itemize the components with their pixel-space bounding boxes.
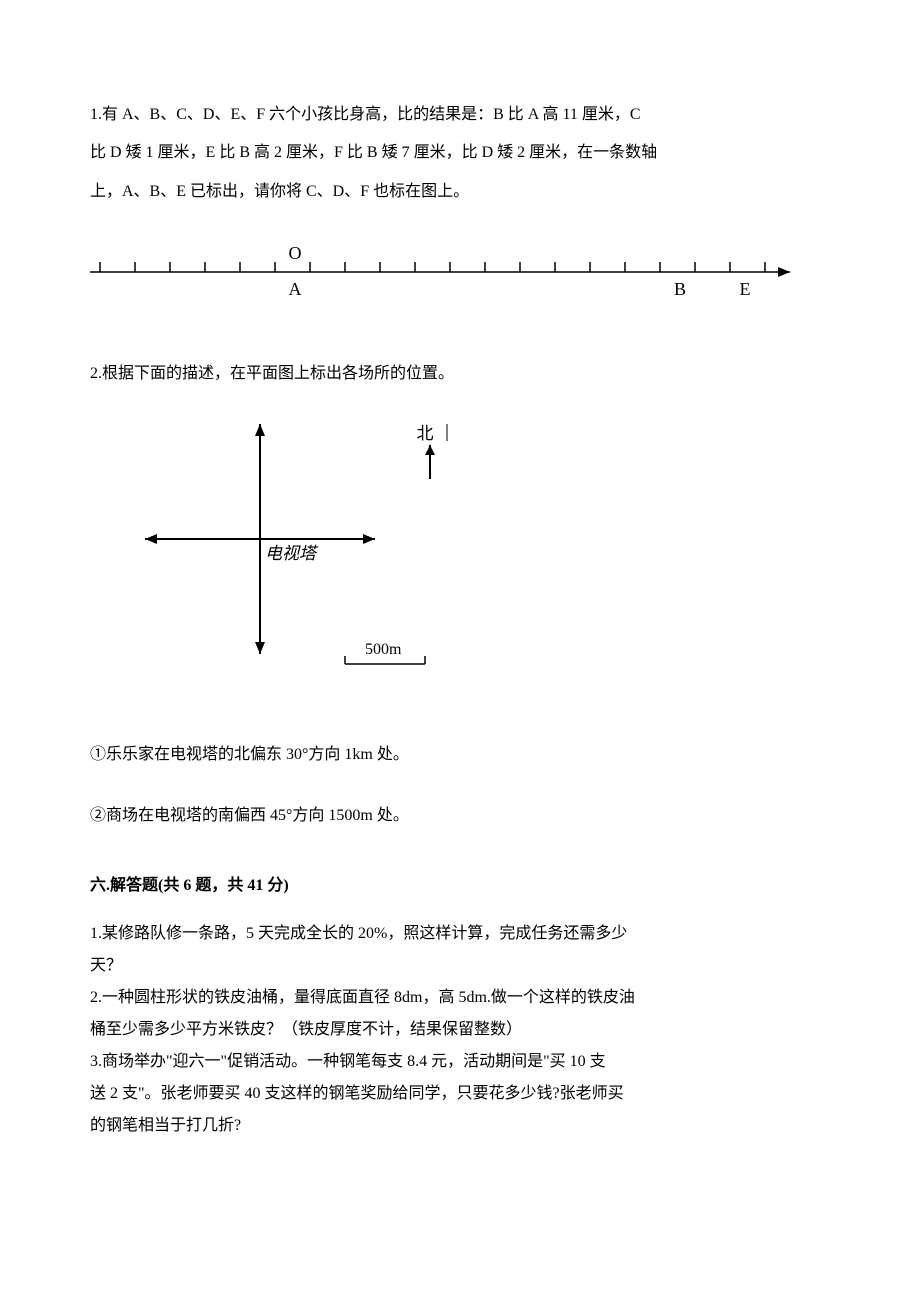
svg-text:电视塔: 电视塔 — [265, 544, 319, 563]
q2-intro: 2.根据下面的描述，在平面图上标出各场所的位置。 — [90, 359, 830, 389]
s6-q3-l1: 3.商场举办"迎六一"促销活动。一种钢笔每支 8.4 元，活动期间是"买 10 … — [90, 1048, 830, 1076]
s6-q2-l1: 2.一种圆柱形状的铁皮油桶，量得底面直径 8dm，高 5dm.做一个这样的铁皮油 — [90, 984, 830, 1012]
svg-text:O: O — [289, 243, 302, 263]
s6-q2-l2: 桶至少需多少平方米铁皮？（铁皮厚度不计，结果保留整数） — [90, 1016, 830, 1044]
number-line-svg: OA B E — [90, 237, 800, 307]
s6-q1-l1: 1.某修路队修一条路，5 天完成全长的 20%，照这样计算，完成任务还需多少 — [90, 920, 830, 948]
q1-line2: 比 D 矮 1 厘米，E 比 B 高 2 厘米，F 比 B 矮 7 厘米，比 D… — [90, 138, 830, 168]
section6-heading: 六.解答题(共 6 题，共 41 分) — [90, 871, 830, 901]
number-line-diagram: OA B E — [90, 237, 830, 318]
svg-text:500m: 500m — [365, 641, 402, 658]
q1-line1: 1.有 A、B、C、D、E、F 六个小孩比身高，比的结果是：B 比 A 高 11… — [90, 100, 830, 130]
svg-text:北: 北 — [417, 424, 434, 443]
compass-diagram: 北电视塔 500m — [110, 409, 830, 710]
svg-text:B: B — [674, 279, 686, 299]
svg-text:E: E — [740, 279, 751, 299]
q1-line3: 上，A、B、E 已标出，请你将 C、D、F 也标在图上。 — [90, 177, 830, 207]
s6-q3-l3: 的钢笔相当于打几折? — [90, 1112, 830, 1140]
q2-sub1: ①乐乐家在电视塔的北偏东 30°方向 1km 处。 — [90, 740, 830, 770]
q2-sub2: ②商场在电视塔的南偏西 45°方向 1500m 处。 — [90, 801, 830, 831]
s6-q3-l2: 送 2 支"。张老师要买 40 支这样的钢笔奖励给同学，只要花多少钱?张老师买 — [90, 1080, 830, 1108]
s6-q1-l2: 天？ — [90, 952, 830, 980]
compass-svg: 北电视塔 500m — [110, 409, 470, 699]
svg-text:A: A — [289, 279, 302, 299]
